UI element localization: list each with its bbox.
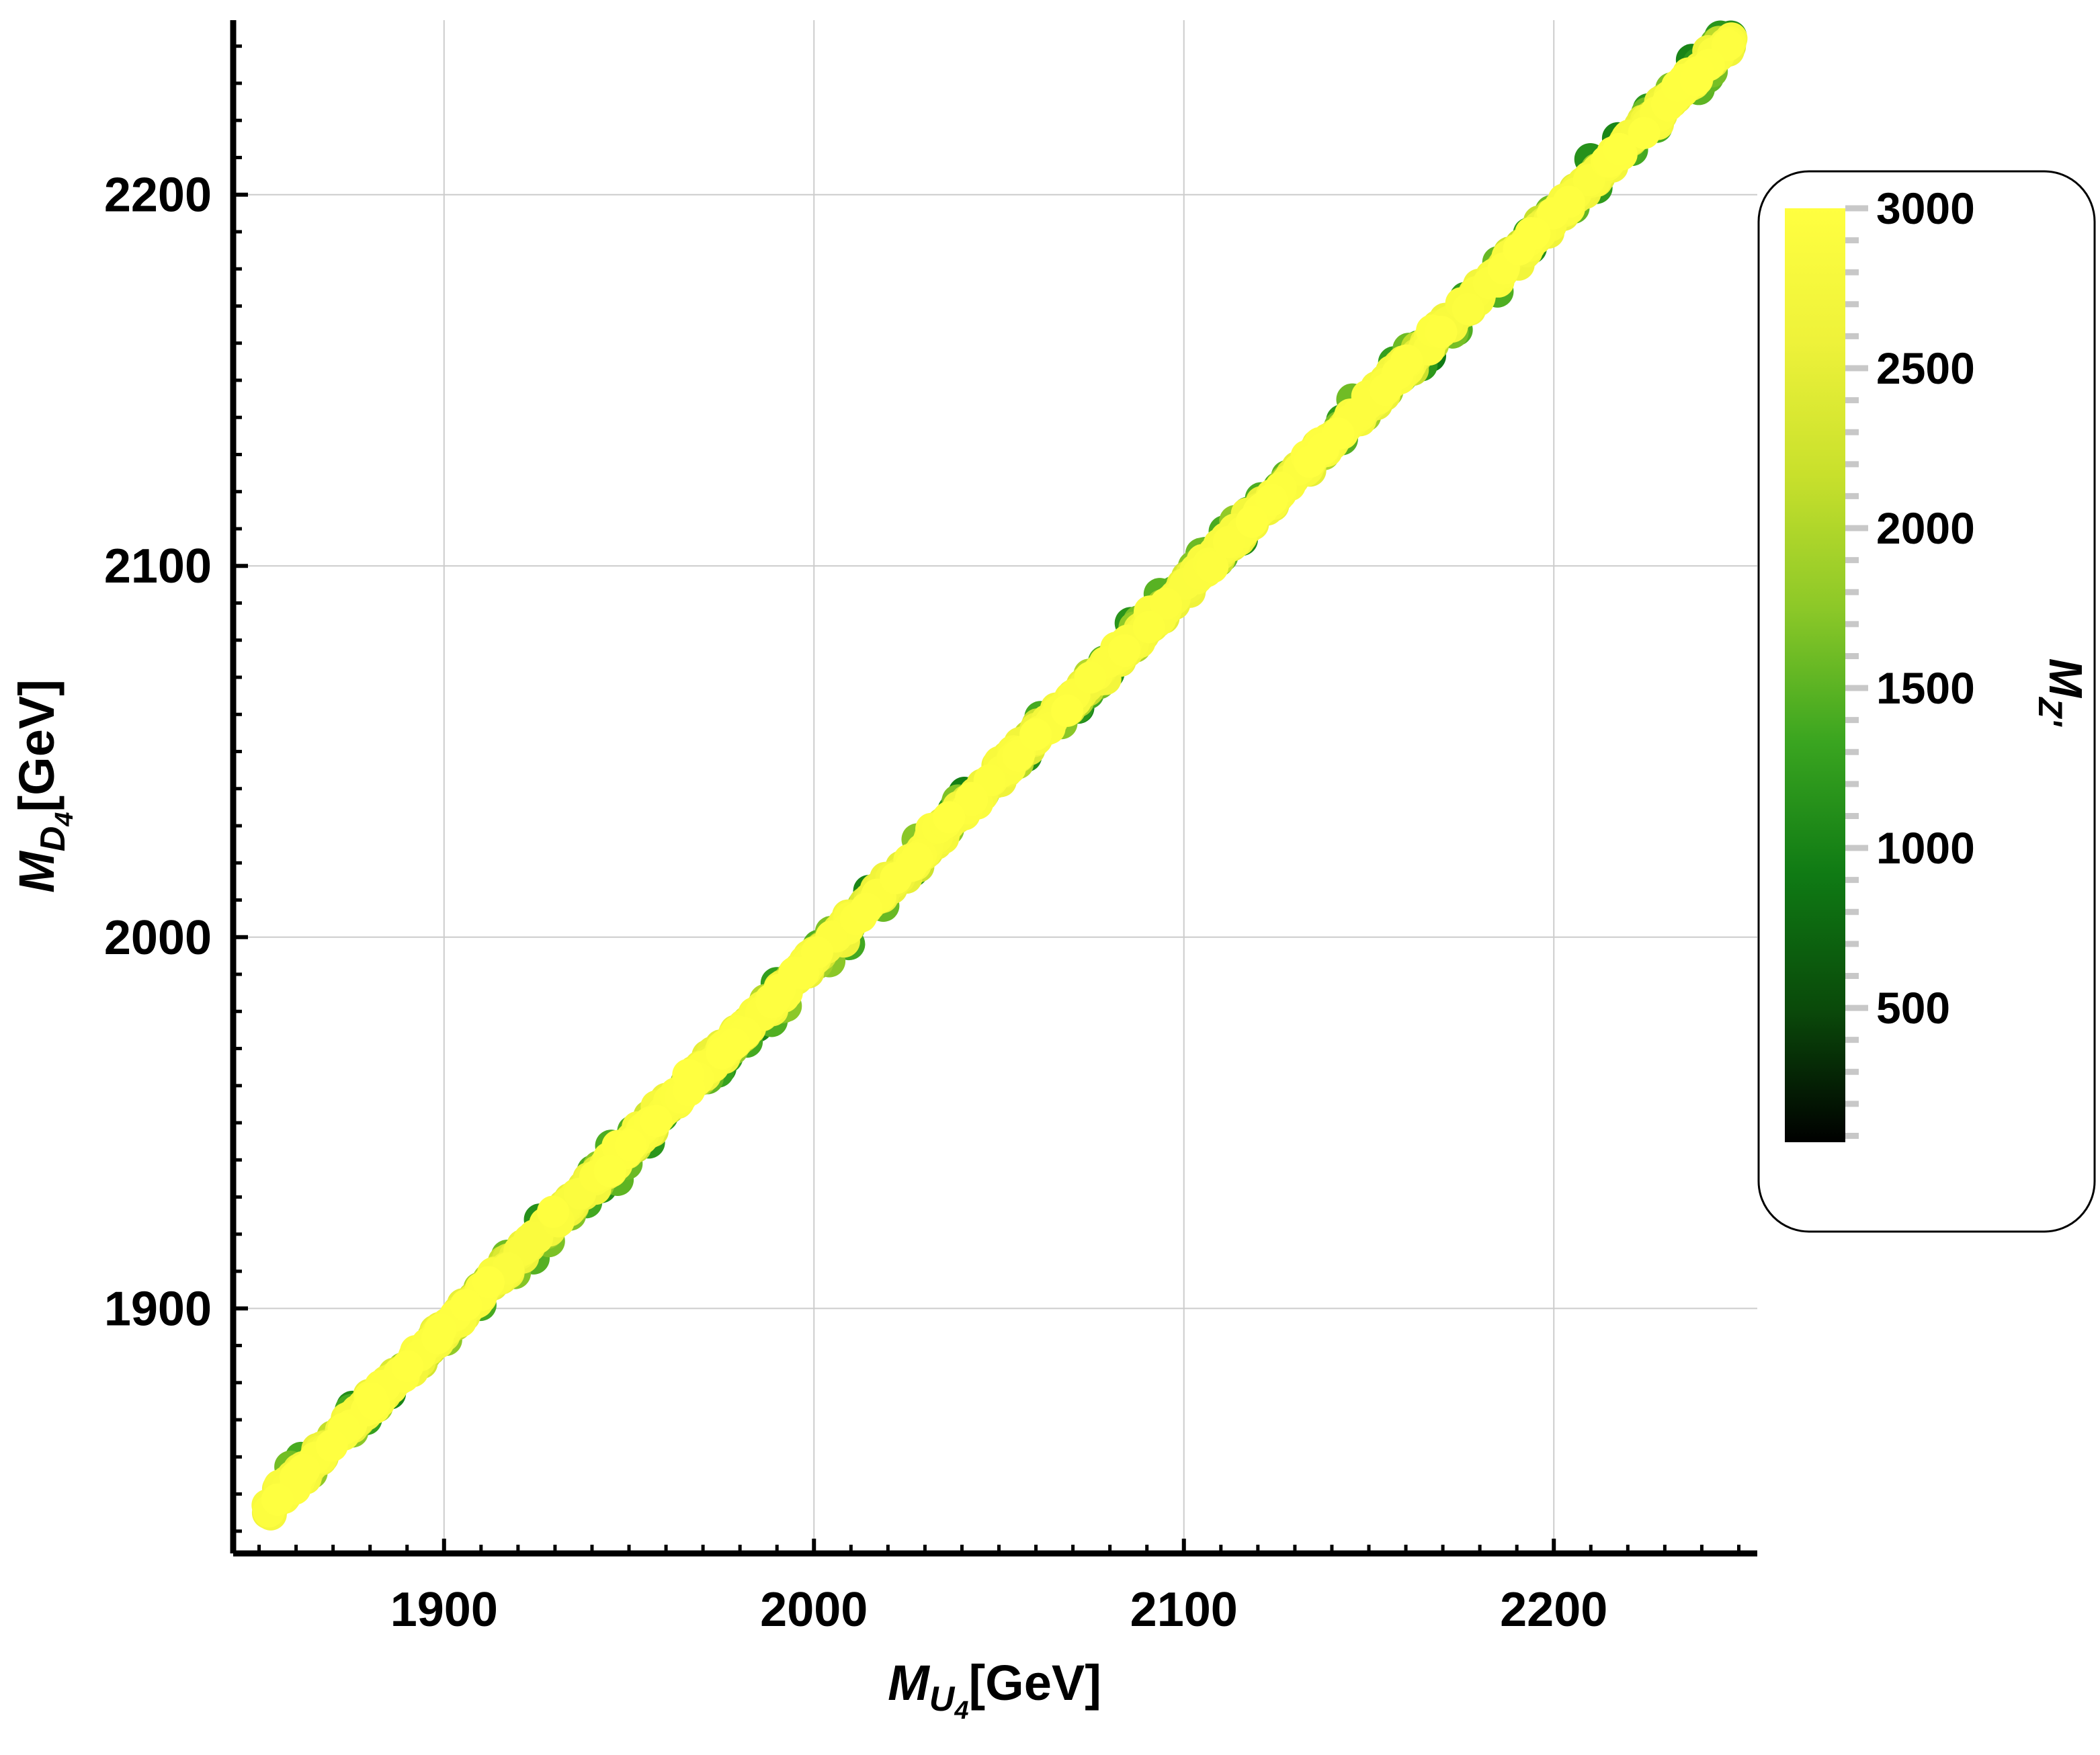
y-tick-label: 1900 [104, 1282, 212, 1336]
data-point [1293, 445, 1326, 478]
colorbar-tick-label: 1500 [1876, 663, 1975, 713]
colorbar-tick-label: 500 [1876, 983, 1950, 1033]
data-point [849, 892, 882, 925]
data-point [1150, 587, 1183, 620]
x-tick-label: 2100 [1130, 1583, 1238, 1637]
y-tick-labels: 1900 2000 2100 2200 [104, 169, 212, 1336]
x-tick-labels: 1900 2000 2100 2200 [390, 1583, 1608, 1637]
data-point [358, 1387, 390, 1420]
data-point [593, 1154, 626, 1187]
data-point [1235, 505, 1268, 538]
colorbar-legend: 500 1000 1500 2000 2500 3000 MZ' [1757, 170, 2096, 1233]
y-tick-label: 2100 [104, 540, 212, 593]
y-tick-label: 2000 [104, 911, 212, 965]
data-point [1628, 116, 1661, 149]
data-point [315, 1429, 348, 1462]
data-point [1679, 64, 1712, 97]
data-point [1019, 718, 1052, 751]
data-point [1212, 525, 1245, 558]
data-point [673, 1074, 706, 1107]
data-point [472, 1266, 505, 1299]
data-point [1051, 694, 1084, 727]
data-point [1074, 661, 1107, 694]
data-point [1518, 217, 1551, 250]
data-point [933, 801, 966, 834]
data-point [450, 1289, 482, 1322]
data-point [537, 1195, 570, 1228]
data-point [763, 974, 796, 1007]
x-tick-label: 2200 [1500, 1583, 1607, 1637]
data-point [1452, 293, 1484, 326]
data-point [900, 842, 933, 875]
data-point [614, 1129, 647, 1162]
data-point [955, 781, 988, 814]
data-point [800, 936, 833, 969]
colorbar-label: MZ' [2031, 658, 2092, 728]
x-axis-label: MU4[GeV] [888, 1655, 1101, 1725]
data-point [391, 1350, 424, 1383]
colorbar-tick-label: 2000 [1876, 503, 1975, 553]
data-point [1255, 484, 1288, 517]
y-tick-label: 2200 [104, 169, 212, 222]
x-tick-label: 2000 [760, 1583, 868, 1637]
colorbar-gradient [1785, 208, 1845, 1142]
data-point [519, 1221, 552, 1254]
data-points [251, 20, 1748, 1531]
axes [230, 20, 1757, 1557]
colorbar-ticks [1845, 205, 1868, 1139]
colorbar-tick-label: 3000 [1876, 183, 1975, 233]
data-point [1196, 550, 1229, 583]
data-point [1425, 316, 1458, 349]
data-point [1381, 357, 1414, 390]
data-point [421, 1322, 454, 1355]
x-tick-label: 1900 [390, 1583, 498, 1637]
y-axis-label: MD4[GeV] [9, 679, 79, 893]
colorbar-tick-labels: 500 1000 1500 2000 2500 3000 [1876, 183, 1975, 1033]
data-point [1108, 634, 1141, 667]
data-point [706, 1037, 739, 1070]
data-point [261, 1483, 294, 1516]
data-point [1603, 132, 1636, 165]
colorbar-tick-label: 2500 [1876, 343, 1975, 393]
data-point [1132, 611, 1165, 644]
data-point [1552, 185, 1585, 218]
data-point [640, 1105, 673, 1138]
colorbar-tick-label: 1000 [1876, 823, 1975, 873]
